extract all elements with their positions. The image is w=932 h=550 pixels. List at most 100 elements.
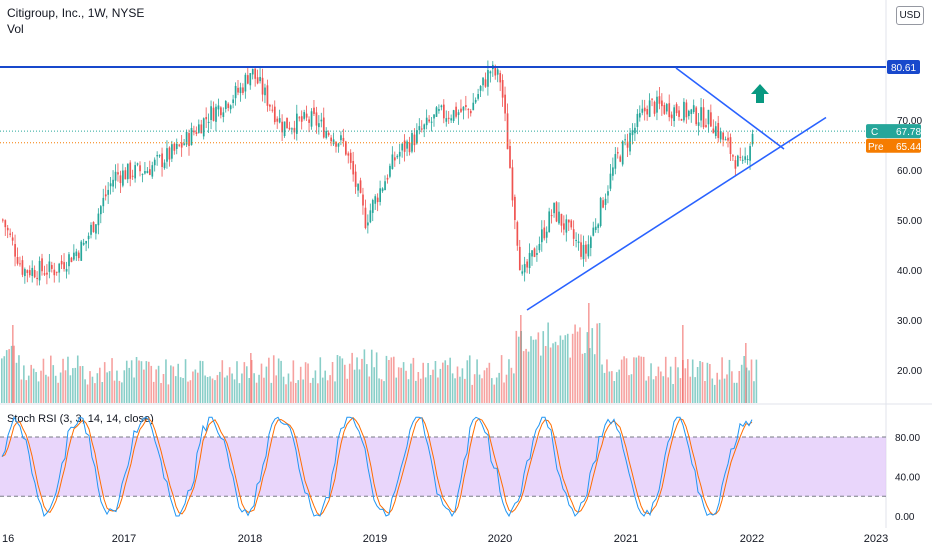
candle-body [28, 270, 31, 276]
volume-bar [211, 378, 214, 403]
volume-bar [388, 360, 390, 403]
candle-body [744, 156, 747, 160]
price-axis-label: 60.00 [897, 166, 922, 177]
candle-body [565, 219, 568, 233]
volume-bar [50, 355, 52, 403]
candle-body [394, 157, 396, 161]
volume-bar [361, 358, 363, 403]
candle-body [163, 162, 166, 169]
candle-body [281, 121, 283, 133]
candle-body [73, 252, 75, 260]
candle-body [202, 118, 205, 137]
volume-bar [442, 362, 444, 403]
candle-body [9, 233, 12, 235]
volume-bar [461, 368, 464, 403]
candle-body [577, 241, 580, 243]
volume-bar [402, 362, 405, 403]
candle-body [109, 183, 112, 187]
candle-body [293, 127, 296, 133]
volume-bar [174, 376, 177, 403]
volume-bar [170, 365, 172, 403]
candle-body [247, 75, 249, 84]
volume-bar [138, 360, 140, 403]
volume-bar [505, 374, 508, 403]
volume-bar [74, 367, 77, 403]
candle-body [386, 177, 389, 180]
volume-bar [86, 384, 89, 403]
volume-bar [135, 357, 138, 403]
candle-body [19, 263, 21, 265]
candle-body [724, 139, 727, 141]
volume-bar [559, 335, 562, 403]
candle-body [308, 119, 310, 123]
candle-body [51, 265, 53, 269]
volume-bar [79, 366, 81, 403]
volume-bar [69, 375, 72, 403]
volume-bar [334, 381, 336, 403]
candle-body [418, 126, 421, 131]
volume-bar [250, 353, 252, 403]
candle-body [572, 229, 575, 239]
volume-bar [615, 372, 618, 403]
volume-bar [57, 382, 59, 403]
volume-bar [628, 375, 630, 403]
volume-bar [72, 368, 74, 403]
candle-body [224, 100, 227, 110]
candle-body [180, 142, 183, 148]
candle-body [631, 130, 634, 136]
candle-body [582, 244, 585, 260]
candle-body [389, 165, 391, 177]
volume-bar [3, 356, 6, 403]
volume-bar [429, 375, 432, 403]
volume-bar [393, 356, 395, 403]
ascending-trendline[interactable] [526, 116, 827, 311]
candle-body [734, 160, 737, 169]
volume-bar [302, 379, 304, 403]
volume-bar [540, 355, 542, 403]
candle-body [496, 69, 499, 75]
candle-body [518, 246, 521, 271]
volume-bar [45, 374, 47, 403]
candle-body [391, 154, 394, 169]
candle-body [325, 130, 328, 138]
candle-body [624, 139, 626, 141]
volume-bar [689, 376, 692, 403]
candle-body [298, 117, 301, 119]
volume-bar [740, 364, 743, 403]
volume-bar [179, 377, 182, 403]
candle-body [614, 154, 617, 169]
candle-body [719, 131, 722, 140]
candle-body [259, 76, 261, 82]
volume-bar [630, 374, 633, 403]
volume-bar [606, 359, 608, 403]
candle-body [286, 117, 288, 129]
volume-bar [677, 367, 679, 403]
descending-trendline[interactable] [675, 67, 785, 150]
volume-bar [255, 382, 258, 403]
candle-body [266, 85, 269, 106]
volume-bar [721, 357, 723, 403]
volume-bar [194, 369, 197, 403]
volume-bar [446, 365, 449, 403]
volume-bar [495, 377, 498, 403]
candle-body [712, 128, 715, 134]
candle-body [354, 171, 357, 187]
volume-bar [275, 375, 277, 403]
volume-bar [736, 382, 738, 403]
candle-body [697, 122, 700, 126]
volume-bar [588, 303, 590, 403]
volume-bar [664, 356, 667, 403]
candle-body [215, 106, 217, 122]
time-axis-label: 2017 [112, 533, 136, 545]
volume-bar [326, 380, 329, 403]
candle-body [6, 227, 9, 231]
volume-bar [314, 370, 317, 403]
candle-body [345, 141, 347, 155]
close-price-tag [866, 124, 921, 139]
candle-body [151, 165, 154, 177]
currency-button[interactable]: USD [896, 6, 924, 25]
volume-bar [197, 372, 199, 403]
volume-bar [456, 366, 459, 403]
candle-body [479, 86, 482, 91]
